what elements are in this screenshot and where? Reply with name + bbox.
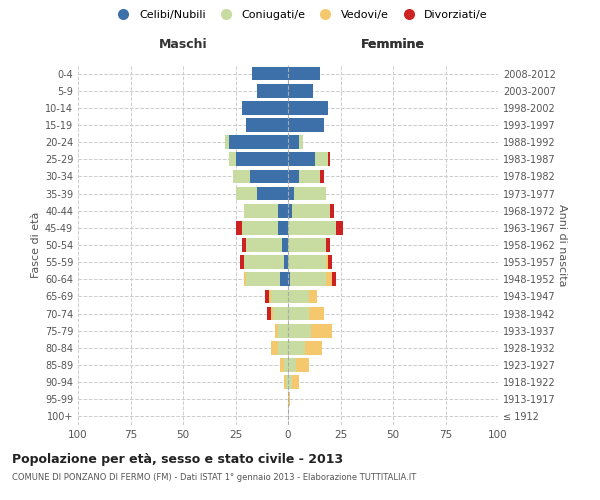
Bar xyxy=(288,341,305,354)
Bar xyxy=(271,306,274,320)
Bar xyxy=(326,272,332,286)
Bar xyxy=(296,358,309,372)
Bar xyxy=(244,204,277,218)
Bar xyxy=(240,256,244,269)
Bar xyxy=(288,152,316,166)
Bar xyxy=(337,221,343,234)
Bar xyxy=(284,256,288,269)
Bar xyxy=(288,238,326,252)
Bar xyxy=(288,290,309,304)
Y-axis label: Fasce di età: Fasce di età xyxy=(31,212,41,278)
Bar xyxy=(320,170,324,183)
Bar xyxy=(326,256,328,269)
Bar xyxy=(288,324,311,338)
Bar xyxy=(288,101,328,114)
Bar xyxy=(288,392,290,406)
Bar xyxy=(299,136,303,149)
Bar xyxy=(332,272,337,286)
Bar xyxy=(257,84,288,98)
Bar xyxy=(235,152,288,166)
Bar xyxy=(286,376,288,389)
Bar xyxy=(284,358,288,372)
Bar xyxy=(246,238,282,252)
Bar xyxy=(242,221,277,234)
Bar xyxy=(288,204,292,218)
Bar xyxy=(246,118,288,132)
Bar xyxy=(330,204,334,218)
Text: Maschi: Maschi xyxy=(158,38,208,51)
Legend: Celibi/Nubili, Coniugati/e, Vedovi/e, Divorziati/e: Celibi/Nubili, Coniugati/e, Vedovi/e, Di… xyxy=(108,6,492,25)
Bar xyxy=(280,358,284,372)
Bar xyxy=(288,170,299,183)
Bar xyxy=(288,272,290,286)
Bar xyxy=(246,272,280,286)
Bar xyxy=(235,186,257,200)
Bar xyxy=(275,324,277,338)
Bar xyxy=(328,256,332,269)
Bar xyxy=(271,341,277,354)
Bar xyxy=(288,256,326,269)
Bar xyxy=(284,376,286,389)
Bar xyxy=(244,256,284,269)
Y-axis label: Anni di nascita: Anni di nascita xyxy=(557,204,567,286)
Bar xyxy=(305,341,322,354)
Bar xyxy=(267,306,271,320)
Bar xyxy=(235,221,242,234)
Bar xyxy=(311,324,332,338)
Text: Femmine: Femmine xyxy=(361,38,425,51)
Bar xyxy=(265,290,269,304)
Bar xyxy=(242,238,246,252)
Bar xyxy=(277,341,288,354)
Bar xyxy=(250,170,288,183)
Bar xyxy=(225,136,229,149)
Bar xyxy=(282,238,288,252)
Bar xyxy=(288,136,299,149)
Bar xyxy=(244,272,246,286)
Bar xyxy=(269,290,271,304)
Bar xyxy=(288,376,292,389)
Bar xyxy=(292,376,299,389)
Bar xyxy=(229,152,235,166)
Bar xyxy=(288,358,296,372)
Bar xyxy=(288,221,337,234)
Bar xyxy=(277,324,288,338)
Bar xyxy=(274,306,288,320)
Bar xyxy=(309,290,317,304)
Bar xyxy=(288,118,324,132)
Bar xyxy=(277,221,288,234)
Bar xyxy=(328,152,330,166)
Bar xyxy=(257,186,288,200)
Bar xyxy=(299,170,320,183)
Bar xyxy=(229,136,288,149)
Bar xyxy=(290,272,326,286)
Bar xyxy=(326,238,330,252)
Bar xyxy=(277,204,288,218)
Text: COMUNE DI PONZANO DI FERMO (FM) - Dati ISTAT 1° gennaio 2013 - Elaborazione TUTT: COMUNE DI PONZANO DI FERMO (FM) - Dati I… xyxy=(12,472,416,482)
Bar xyxy=(271,290,288,304)
Bar xyxy=(233,170,250,183)
Bar xyxy=(242,101,288,114)
Text: Popolazione per età, sesso e stato civile - 2013: Popolazione per età, sesso e stato civil… xyxy=(12,452,343,466)
Bar xyxy=(288,66,320,80)
Bar xyxy=(252,66,288,80)
Bar xyxy=(288,186,295,200)
Bar xyxy=(292,204,330,218)
Bar xyxy=(288,306,309,320)
Bar xyxy=(288,84,313,98)
Bar xyxy=(309,306,324,320)
Text: Femmine: Femmine xyxy=(361,38,425,51)
Bar xyxy=(280,272,288,286)
Bar xyxy=(295,186,326,200)
Bar xyxy=(316,152,328,166)
